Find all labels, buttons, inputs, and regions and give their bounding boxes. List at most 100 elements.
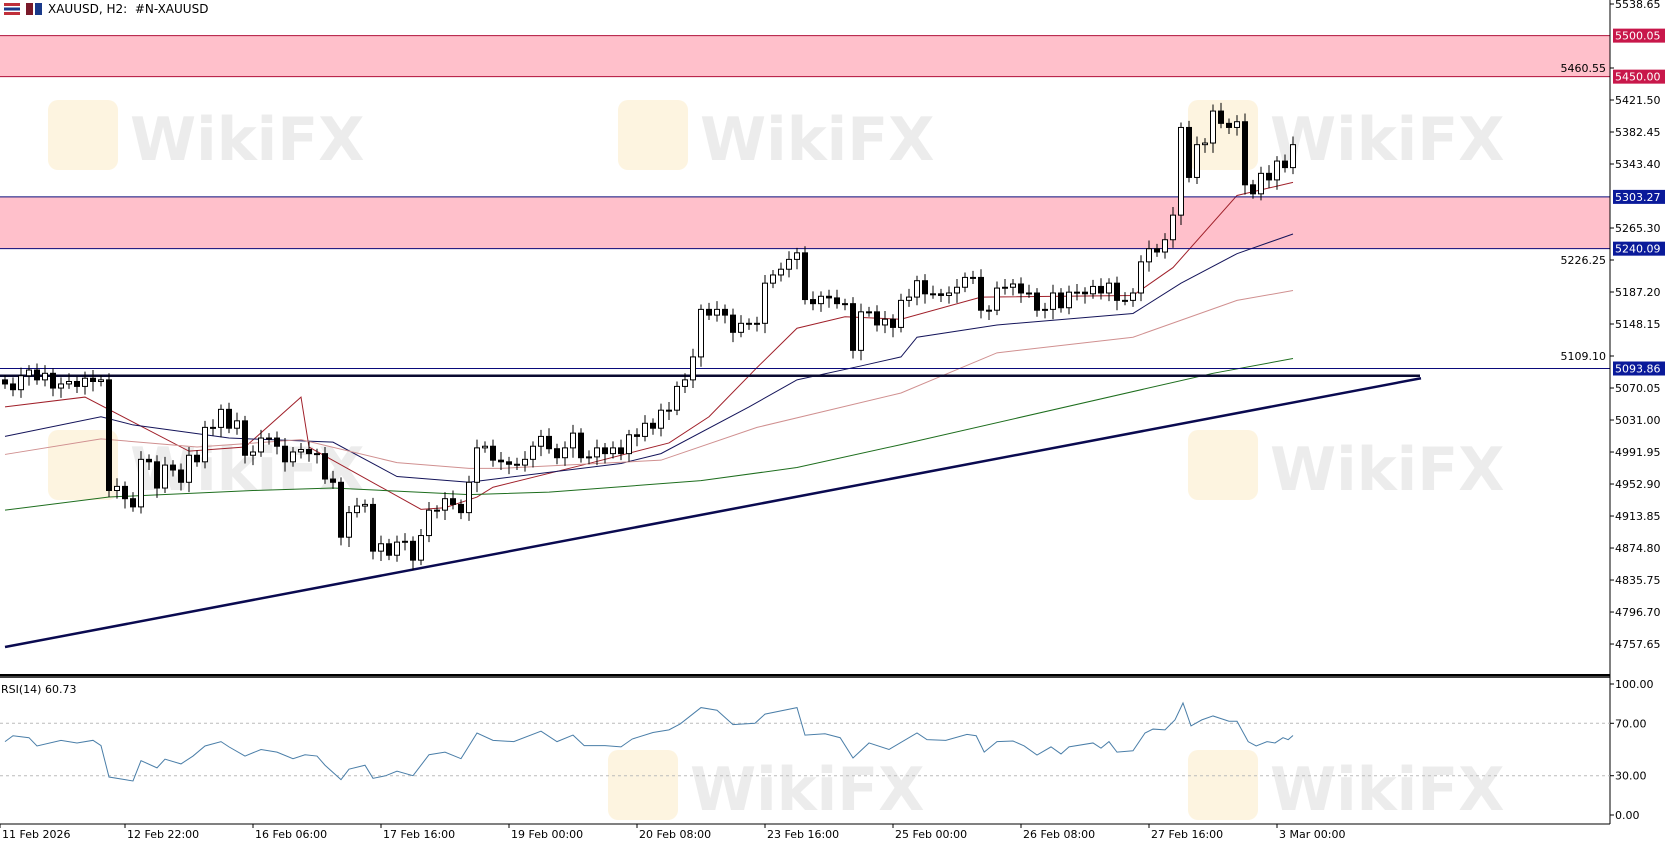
candle xyxy=(1114,276,1120,311)
candle-body xyxy=(42,372,48,381)
candle xyxy=(770,270,776,289)
candle-body xyxy=(306,449,312,455)
candle xyxy=(162,456,168,493)
price-tick-label: 4835.75 xyxy=(1615,574,1661,587)
chart-menu-icon[interactable] xyxy=(4,3,20,15)
candle-body xyxy=(210,426,216,429)
price-tick-label: 4913.85 xyxy=(1615,510,1661,523)
candle-body xyxy=(842,303,848,306)
chart-header: XAUUSD, H2: #N-XAUUSD xyxy=(4,2,208,16)
candle xyxy=(306,441,312,462)
candle-body xyxy=(1074,291,1080,294)
candle xyxy=(762,274,768,334)
candle xyxy=(922,274,928,304)
candle-body xyxy=(458,503,464,514)
candle-body xyxy=(602,447,608,455)
candle xyxy=(522,451,528,472)
candle xyxy=(226,402,232,434)
watermark-logo-icon xyxy=(1188,430,1258,500)
candle-body xyxy=(18,375,24,391)
price-level-badge xyxy=(1613,69,1665,84)
candle xyxy=(858,303,864,361)
candle-body xyxy=(1274,160,1280,181)
candle-body xyxy=(946,292,952,296)
candle-body xyxy=(978,276,984,311)
candle-body xyxy=(818,295,824,305)
price-tick-label: 5460.55 xyxy=(1561,62,1607,75)
candle xyxy=(10,377,16,397)
candle xyxy=(386,538,392,561)
candle xyxy=(970,270,976,284)
price-level-label: 5240.09 xyxy=(1615,243,1661,256)
candle-body xyxy=(674,385,680,411)
price-tick-label: 5538.65 xyxy=(1615,0,1661,11)
moving-average-line xyxy=(4,290,1294,469)
candle xyxy=(290,447,296,467)
candle xyxy=(538,429,544,457)
candle-body xyxy=(906,296,912,301)
candle xyxy=(170,460,176,477)
candle xyxy=(986,305,992,321)
price-level-badge xyxy=(1613,361,1665,376)
candle-body xyxy=(178,469,184,483)
candle xyxy=(1090,279,1096,299)
candle-body xyxy=(242,420,248,456)
candle-body xyxy=(570,432,576,449)
candle-body xyxy=(474,447,480,483)
time-label: 23 Feb 16:00 xyxy=(767,828,839,841)
price-tick-label: 4874.80 xyxy=(1615,542,1661,555)
symbol-flag-icon[interactable] xyxy=(26,3,42,15)
candle-body xyxy=(690,356,696,381)
candle-body xyxy=(114,485,120,491)
candle-body xyxy=(162,464,168,489)
candle-body xyxy=(498,459,504,463)
candle xyxy=(1154,243,1160,257)
candle-body xyxy=(826,295,832,299)
candle-body xyxy=(330,478,336,483)
candle xyxy=(786,251,792,278)
candle xyxy=(842,298,848,311)
rsi-axis-label: 70.00 xyxy=(1615,717,1647,730)
candle xyxy=(586,450,592,465)
candle xyxy=(1210,104,1216,153)
candle-body xyxy=(858,311,864,351)
candle-body xyxy=(506,461,512,465)
candle-body xyxy=(98,379,104,382)
price-zone xyxy=(0,35,1610,77)
price-tick-label: 5031.00 xyxy=(1615,414,1661,427)
candle xyxy=(666,401,672,421)
candle xyxy=(882,311,888,334)
candle-body xyxy=(1210,110,1216,144)
candle xyxy=(602,442,608,464)
candle xyxy=(978,269,984,319)
candle xyxy=(1050,284,1056,320)
candle-body xyxy=(378,543,384,552)
candle xyxy=(18,367,24,398)
watermark-text: WikiFX xyxy=(130,105,364,175)
candle-body xyxy=(970,276,976,279)
candle-body xyxy=(1202,142,1208,146)
candle xyxy=(818,291,824,312)
candle-body xyxy=(1162,239,1168,253)
candle xyxy=(474,439,480,493)
candle-body xyxy=(154,461,160,489)
candle xyxy=(746,318,752,330)
candle xyxy=(2,374,8,389)
candle-body xyxy=(1130,292,1136,301)
candle xyxy=(1138,255,1144,302)
candle xyxy=(1282,154,1288,173)
candle xyxy=(722,304,728,324)
candle-body xyxy=(298,449,304,453)
candle-body xyxy=(50,372,56,389)
candle xyxy=(1226,118,1232,135)
price-level-label: 5093.86 xyxy=(1615,363,1661,376)
candle-body xyxy=(106,379,112,491)
candle xyxy=(482,441,488,453)
candles-layer xyxy=(2,102,1296,570)
candle-body xyxy=(2,379,8,385)
candle xyxy=(1266,165,1272,189)
candle-body xyxy=(450,498,456,505)
time-axis: 11 Feb 2026 12 Feb 22:00 16 Feb 06:00 17 Fe… xyxy=(0,824,1345,841)
